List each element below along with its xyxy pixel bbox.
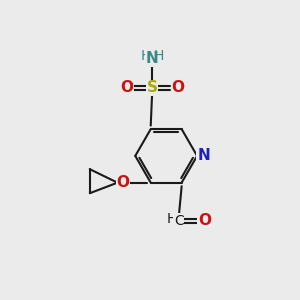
Text: O: O	[120, 80, 133, 95]
Text: H: H	[166, 212, 176, 226]
Text: H: H	[140, 49, 151, 63]
Text: C: C	[174, 214, 184, 228]
Text: N: N	[146, 51, 159, 66]
Text: O: O	[198, 213, 211, 228]
Text: N: N	[197, 148, 210, 164]
Text: O: O	[116, 175, 129, 190]
Text: H: H	[154, 49, 164, 63]
Text: O: O	[171, 80, 184, 95]
Text: S: S	[147, 80, 158, 95]
